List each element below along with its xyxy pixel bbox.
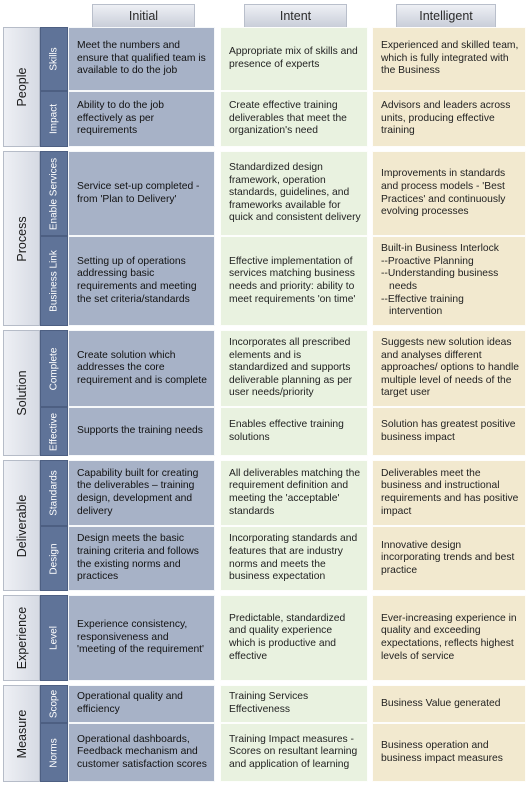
cell-standards-intent: All deliverables matching the requiremen… bbox=[220, 460, 368, 526]
cell-level-intelligent: Ever-increasing experience in quality an… bbox=[372, 595, 526, 681]
row-label-enable-services: Enable Services bbox=[40, 151, 68, 236]
cell-scope-intent: Training Services Effectiveness bbox=[220, 685, 368, 723]
cell-standards-intelligent: Deliverables meet the business and instr… bbox=[372, 460, 526, 526]
cell-level-intent: Predictable, standardized and quality ex… bbox=[220, 595, 368, 681]
row-label-standards: Standards bbox=[40, 460, 68, 526]
column-header-intelligent: Intelligent bbox=[396, 4, 496, 28]
row-label-impact: Impact bbox=[40, 91, 68, 147]
cell-enable-services-initial: Service set-up completed - from 'Plan to… bbox=[68, 151, 215, 236]
cell-effective-intent: Enables effective training solutions bbox=[220, 407, 368, 456]
column-header-initial: Initial bbox=[92, 4, 195, 28]
cell-skills-initial: Meet the numbers and ensure that qualifi… bbox=[68, 27, 215, 91]
cell-norms-intent: Training Impact measures - Scores on res… bbox=[220, 723, 368, 782]
cell-norms-intelligent: Business operation and business impact m… bbox=[372, 723, 526, 782]
row-label-text: Level bbox=[48, 626, 60, 650]
row-label-text: Enable Services bbox=[48, 157, 60, 230]
row-label-text: Impact bbox=[48, 103, 60, 135]
group-deliverable: Deliverable bbox=[3, 460, 40, 591]
row-label-text: Skills bbox=[48, 47, 60, 71]
cell-skills-intelligent: Experienced and skilled team, which is f… bbox=[372, 27, 526, 91]
cell-complete-intent: Incorporates all prescribed elements and… bbox=[220, 330, 368, 407]
cell-effective-initial: Supports the training needs bbox=[68, 407, 215, 456]
row-label-norms: Norms bbox=[40, 723, 68, 782]
cell-enable-services-intelligent: Improvements in standards and process mo… bbox=[372, 151, 526, 236]
group-label-measure: Measure bbox=[14, 709, 29, 758]
cell-business-link-intelligent: Built-in Business Interlock --Proactive … bbox=[372, 236, 526, 326]
row-label-text: Scope bbox=[48, 689, 60, 719]
column-header-intent: Intent bbox=[244, 4, 347, 28]
group-label-people: People bbox=[14, 67, 29, 107]
cell-complete-intelligent: Suggests new solution ideas and analyses… bbox=[372, 330, 526, 407]
cell-enable-services-intent: Standardized design framework, operation… bbox=[220, 151, 368, 236]
cell-business-link-intent: Effective implementation of services mat… bbox=[220, 236, 368, 326]
group-experience: Experience bbox=[3, 595, 40, 681]
row-label-effective: Effective bbox=[40, 407, 68, 456]
row-label-text: Design bbox=[48, 542, 60, 575]
row-label-design: Design bbox=[40, 526, 68, 591]
cell-design-initial: Design meets the basic training criteria… bbox=[68, 526, 215, 591]
cell-norms-initial: Operational dashboards, Feedback mechani… bbox=[68, 723, 215, 782]
row-label-text: Norms bbox=[48, 737, 60, 768]
group-solution: Solution bbox=[3, 330, 40, 456]
cell-scope-initial: Operational quality and efficiency bbox=[68, 685, 215, 723]
interlock-line: Built-in Business Interlock bbox=[381, 243, 499, 255]
cell-complete-initial: Create solution which addresses the core… bbox=[68, 330, 215, 407]
cell-level-initial: Experience consistency, responsiveness a… bbox=[68, 595, 215, 681]
row-label-skills: Skills bbox=[40, 27, 68, 91]
row-label-business-link: Business Link bbox=[40, 236, 68, 326]
group-label-experience: Experience bbox=[14, 606, 29, 670]
group-label-deliverable: Deliverable bbox=[14, 494, 29, 557]
group-label-process: Process bbox=[14, 215, 29, 262]
cell-business-link-initial: Setting up of operations addressing basi… bbox=[68, 236, 215, 326]
cell-impact-intent: Create effective training deliverables t… bbox=[220, 91, 368, 147]
row-label-text: Effective bbox=[48, 412, 60, 451]
interlock-line: --Understanding business needs bbox=[381, 268, 499, 292]
group-people: People bbox=[3, 27, 40, 147]
interlock-line: --Effective training intervention bbox=[381, 293, 464, 318]
cell-impact-initial: Ability to do the job effectively as per… bbox=[68, 91, 215, 147]
row-label-text: Business Link bbox=[48, 250, 60, 312]
row-label-text: Complete bbox=[48, 347, 60, 390]
group-measure: Measure bbox=[3, 685, 40, 782]
interlock-line: --Proactive Planning bbox=[381, 255, 474, 267]
row-label-complete: Complete bbox=[40, 330, 68, 407]
cell-design-intelligent: Innovative design incorporating trends a… bbox=[372, 526, 526, 591]
row-label-level: Level bbox=[40, 595, 68, 681]
row-label-text: Standards bbox=[48, 470, 60, 516]
cell-skills-intent: Appropriate mix of skills and presence o… bbox=[220, 27, 368, 91]
cell-scope-intelligent: Business Value generated bbox=[372, 685, 526, 723]
group-label-solution: Solution bbox=[14, 370, 29, 416]
group-process: Process bbox=[3, 151, 40, 326]
cell-effective-intelligent: Solution has greatest positive business … bbox=[372, 407, 526, 456]
cell-standards-initial: Capability built for creating the delive… bbox=[68, 460, 215, 526]
row-label-scope: Scope bbox=[40, 685, 68, 723]
cell-impact-intelligent: Advisors and leaders across units, produ… bbox=[372, 91, 526, 147]
cell-design-intent: Incorporating standards and features tha… bbox=[220, 526, 368, 591]
